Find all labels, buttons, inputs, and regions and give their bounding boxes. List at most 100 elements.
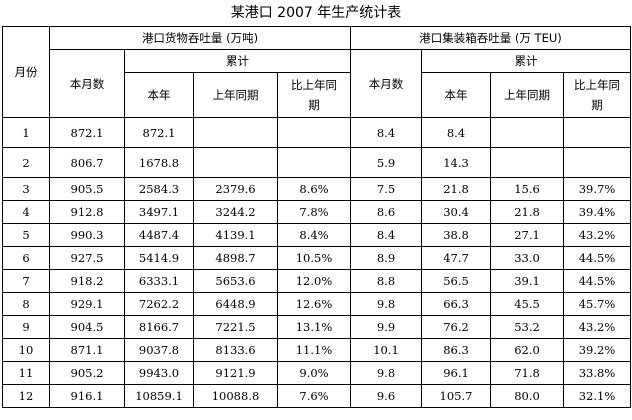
cell-cargo-month: 806.7 [49, 147, 125, 178]
header-container-group: 港口集装箱吞吐量 (万 TEU) [350, 26, 632, 50]
cell-container-last-year [490, 117, 565, 148]
cell-container-month: 8.9 [350, 246, 423, 270]
header-container-this-year: 本年 [421, 72, 492, 118]
cell-container-year: 8.4 [421, 117, 492, 148]
cell-container-last-year: 27.1 [490, 223, 565, 247]
production-stats-table: 月份 港口货物吞吐量 (万吨) 港口集装箱吞吐量 (万 TEU) 本月数 累计 … [2, 26, 632, 408]
cell-cargo-yoy: 9.0% [276, 361, 352, 385]
cell-cargo-year: 3497.1 [124, 200, 194, 224]
cell-cargo-yoy: 11.1% [276, 338, 352, 362]
cell-container-yoy: 33.8% [563, 361, 632, 385]
table-row: 3 905.5 2584.3 2379.6 8.6% 7.5 21.8 15.6 39.7% [2, 177, 632, 201]
cell-container-yoy: 43.2% [563, 315, 632, 339]
cell-container-last-year [490, 147, 565, 178]
header-cargo-last-year: 上年同期 [193, 72, 278, 118]
header-container-last-year: 上年同期 [490, 72, 565, 118]
cell-container-yoy [563, 147, 632, 178]
cell-container-year: 21.8 [421, 177, 492, 201]
cell-container-last-year: 21.8 [490, 200, 565, 224]
cell-container-yoy: 39.4% [563, 200, 632, 224]
cell-cargo-month: 905.2 [49, 361, 125, 385]
cell-container-last-year: 45.5 [490, 292, 565, 316]
cell-cargo-last-year: 2379.6 [193, 177, 278, 201]
cell-container-year: 86.3 [421, 338, 492, 362]
cell-cargo-last-year [193, 117, 278, 148]
table-row: 9 904.5 8166.7 7221.5 13.1% 9.9 76.2 53.2 43.2% [2, 315, 632, 339]
cell-container-last-year: 53.2 [490, 315, 565, 339]
cell-cargo-last-year: 6448.9 [193, 292, 278, 316]
cell-cargo-yoy: 8.6% [276, 177, 352, 201]
cell-cargo-yoy: 7.8% [276, 200, 352, 224]
cell-container-month: 7.5 [350, 177, 423, 201]
cell-cargo-month: 990.3 [49, 223, 125, 247]
cell-container-month: 9.8 [350, 361, 423, 385]
cell-cargo-yoy [276, 117, 352, 148]
table-row: 2 806.7 1678.8 5.9 14.3 [2, 147, 632, 178]
cell-month: 9 [2, 315, 50, 339]
cell-container-yoy: 45.7% [563, 292, 632, 316]
cell-cargo-year: 6333.1 [124, 269, 194, 293]
table-row: 5 990.3 4487.4 4139.1 8.4% 8.4 38.8 27.1 43.2% [2, 223, 632, 247]
cell-cargo-yoy: 13.1% [276, 315, 352, 339]
cell-cargo-year: 9943.0 [124, 361, 194, 385]
cell-container-year: 30.4 [421, 200, 492, 224]
table-row: 4 912.8 3497.1 3244.2 7.8% 8.6 30.4 21.8 39.4% [2, 200, 632, 224]
cell-container-year: 105.7 [421, 384, 492, 408]
cell-cargo-yoy: 10.5% [276, 246, 352, 270]
table-row: 1 872.1 872.1 8.4 8.4 [2, 117, 632, 148]
cell-container-last-year: 71.8 [490, 361, 565, 385]
cell-month: 8 [2, 292, 50, 316]
cell-container-yoy: 39.7% [563, 177, 632, 201]
cell-container-year: 76.2 [421, 315, 492, 339]
table-row: 11 905.2 9943.0 9121.9 9.0% 9.8 96.1 71.8 33.8% [2, 361, 632, 385]
cell-cargo-last-year: 10088.8 [193, 384, 278, 408]
cell-cargo-last-year: 7221.5 [193, 315, 278, 339]
cell-container-yoy [563, 117, 632, 148]
cell-cargo-year: 5414.9 [124, 246, 194, 270]
cell-cargo-yoy [276, 147, 352, 178]
cell-container-year: 38.8 [421, 223, 492, 247]
cell-month: 2 [2, 147, 50, 178]
cell-cargo-month: 916.1 [49, 384, 125, 408]
header-cargo-yoy: 比上年同期 [276, 72, 352, 118]
cell-container-year: 14.3 [421, 147, 492, 178]
cell-container-year: 56.5 [421, 269, 492, 293]
cell-container-last-year: 15.6 [490, 177, 565, 201]
cell-cargo-yoy: 12.6% [276, 292, 352, 316]
cell-cargo-last-year [193, 147, 278, 178]
cell-container-month: 8.4 [350, 117, 423, 148]
cell-cargo-year: 7262.2 [124, 292, 194, 316]
cell-cargo-year: 2584.3 [124, 177, 194, 201]
header-container-this-month: 本月数 [350, 49, 423, 118]
cell-cargo-yoy: 8.4% [276, 223, 352, 247]
header-cargo-group: 港口货物吞吐量 (万吨) [48, 26, 352, 50]
table-row: 7 918.2 6333.1 5653.6 12.0% 8.8 56.5 39.1 44.5% [2, 269, 632, 293]
table-body: 1 872.1 872.1 8.4 8.4 2 806.7 1678.8 5.9 14.3 3 905… [2, 117, 632, 408]
cell-container-last-year: 33.0 [490, 246, 565, 270]
cell-container-year: 47.7 [421, 246, 492, 270]
cell-container-year: 66.3 [421, 292, 492, 316]
cell-cargo-year: 872.1 [124, 117, 194, 148]
cell-cargo-month: 872.1 [49, 117, 125, 148]
cell-container-yoy: 43.2% [563, 223, 632, 247]
cell-cargo-yoy: 12.0% [276, 269, 352, 293]
cell-container-month: 10.1 [350, 338, 423, 362]
cell-container-last-year: 80.0 [490, 384, 565, 408]
header-cargo-this-month: 本月数 [49, 49, 125, 118]
cell-container-yoy: 32.1% [563, 384, 632, 408]
cell-cargo-year: 8166.7 [124, 315, 194, 339]
cell-cargo-yoy: 7.6% [276, 384, 352, 408]
cell-cargo-year: 9037.8 [124, 338, 194, 362]
header-cargo-this-year: 本年 [124, 72, 194, 118]
cell-month: 3 [2, 177, 50, 201]
cell-month: 12 [2, 384, 50, 408]
cell-container-month: 5.9 [350, 147, 423, 178]
cell-cargo-year: 1678.8 [124, 147, 194, 178]
cell-container-yoy: 44.5% [563, 269, 632, 293]
cell-cargo-month: 871.1 [49, 338, 125, 362]
cell-cargo-month: 904.5 [49, 315, 125, 339]
cell-cargo-last-year: 4898.7 [193, 246, 278, 270]
header-container-yoy-text: 比上年同期 [574, 78, 621, 112]
cell-cargo-last-year: 9121.9 [193, 361, 278, 385]
